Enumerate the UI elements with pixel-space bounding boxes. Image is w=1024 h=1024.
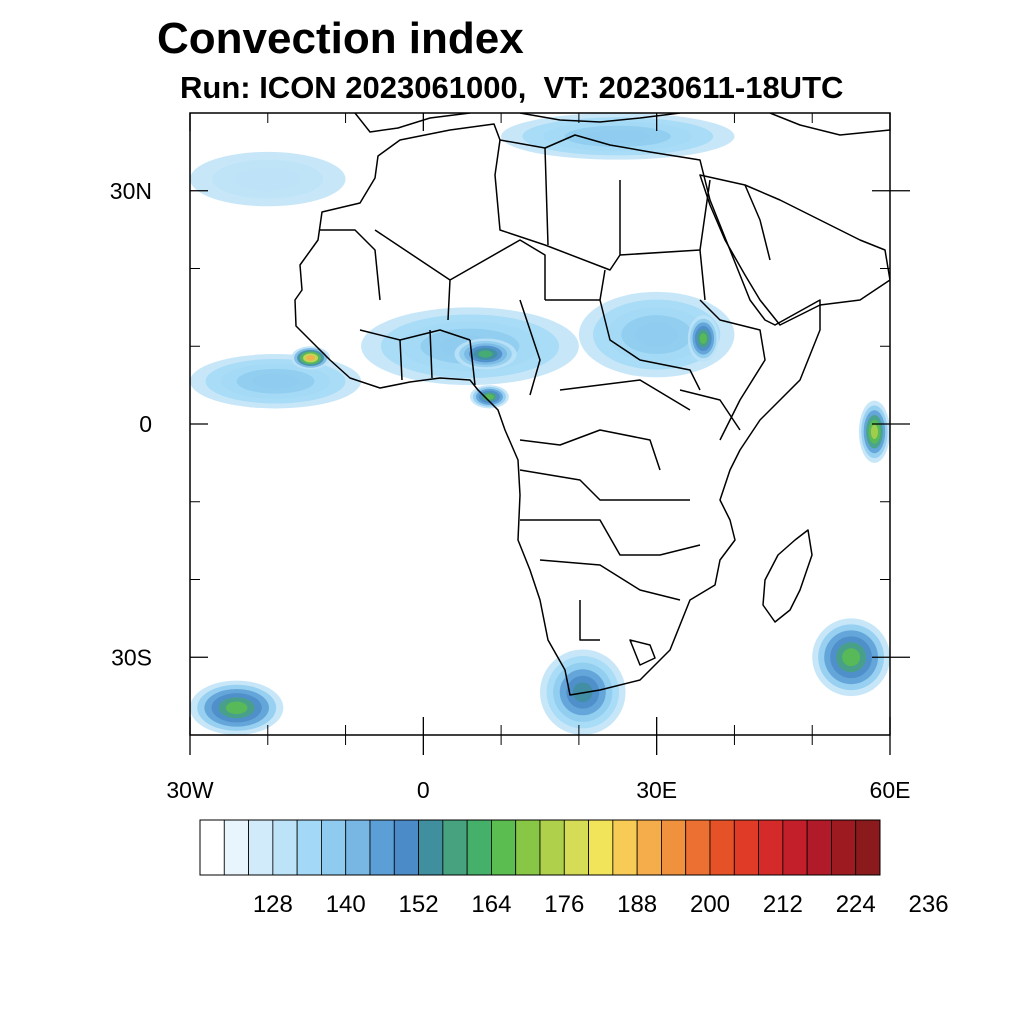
convection-cell-guinea-coast-core — [306, 355, 316, 361]
colorbar-label: 188 — [617, 891, 657, 918]
chart-subtitle: Run: ICON 2023061000, VT: 20230611-18UTC — [180, 70, 844, 105]
borders-north-africa — [494, 139, 711, 271]
lon-tick-label: 60E — [870, 777, 911, 803]
arabian-peninsula — [699, 174, 890, 326]
colorbar-swatch — [466, 819, 492, 876]
colorbar-label: 164 — [471, 891, 511, 918]
convection-cell-indian-ocean-east — [870, 424, 879, 439]
colorbar-swatch — [321, 819, 347, 876]
colorbar-swatch — [272, 819, 298, 876]
coastlines — [294, 113, 890, 696]
colorbar-swatch — [782, 819, 808, 876]
colorbar-swatch — [588, 819, 614, 876]
borders-east-africa — [679, 184, 771, 441]
colorbar-swatch — [758, 819, 784, 876]
colorbar-swatch — [685, 819, 711, 876]
colorbar-label: 200 — [690, 891, 730, 918]
colorbar-swatch — [831, 819, 857, 876]
colorbar-label: 176 — [544, 891, 584, 918]
lon-tick-label: 30E — [636, 777, 677, 803]
colorbar-swatch — [539, 819, 565, 876]
colorbar-swatch — [369, 819, 395, 876]
colorbar-swatch — [223, 819, 249, 876]
colorbar-swatch — [393, 819, 419, 876]
convection-cell-southern-ocean-east — [842, 648, 861, 667]
colorbar-swatch — [661, 819, 687, 876]
borders-central-africa — [519, 269, 701, 666]
convection-cell-west-african-monsoon-atlantic — [252, 373, 299, 389]
colorbar-swatch — [515, 819, 541, 876]
convection-cell-mediterranean — [585, 129, 650, 143]
colorbar-swatch — [709, 819, 735, 876]
colorbar-swatch — [733, 819, 759, 876]
colorbar-label: 224 — [836, 891, 876, 918]
colorbar-swatch — [442, 819, 468, 876]
africa-coastline — [294, 123, 821, 696]
colorbar-swatch — [345, 819, 371, 876]
colorbar-label: 152 — [399, 891, 439, 918]
colorbar-label: 128 — [253, 891, 293, 918]
europe-coast — [354, 113, 890, 136]
colorbar-swatch — [418, 819, 444, 876]
colorbar: 128 140 152 164 176 188 200 212 224 236 — [199, 819, 949, 918]
lon-tick-label: 30W — [166, 777, 214, 803]
convection-cell-north-atlantic — [234, 167, 302, 191]
convection-field — [190, 113, 890, 735]
colorbar-swatch — [491, 819, 517, 876]
colorbar-label: 212 — [763, 891, 803, 918]
colorbar-swatch — [612, 819, 638, 876]
convection-cell-ethiopia-core — [699, 333, 707, 344]
lon-tick-label: 0 — [417, 777, 430, 803]
colorbar-swatch — [248, 819, 274, 876]
convection-cell-southern-ocean-west — [225, 701, 248, 715]
colorbar-swatch — [296, 819, 322, 876]
convection-cell-cameroon-core — [484, 394, 494, 400]
colorbar-swatch — [806, 819, 832, 876]
madagascar — [762, 529, 813, 623]
colorbar-swatch — [199, 819, 225, 876]
colorbar-frame — [199, 819, 881, 876]
colorbar-swatch — [855, 819, 881, 876]
lat-tick-label: 30S — [111, 644, 152, 670]
chart-title: Convection index — [157, 14, 524, 63]
borders-west-africa — [320, 229, 546, 396]
convection-cell-nigeria-core — [478, 350, 493, 358]
colorbar-swatch — [563, 819, 589, 876]
lat-tick-label: 30N — [110, 178, 152, 204]
map-frame — [189, 112, 891, 736]
colorbar-label: 140 — [326, 891, 366, 918]
colorbar-label: 236 — [909, 891, 949, 918]
lat-tick-label: 0 — [139, 411, 152, 437]
map-axes: 30N 0 30S 30W 0 30E 60E — [110, 112, 911, 803]
convection-cell-sudan-ethiopia-band — [635, 322, 678, 347]
colorbar-swatch — [636, 819, 662, 876]
